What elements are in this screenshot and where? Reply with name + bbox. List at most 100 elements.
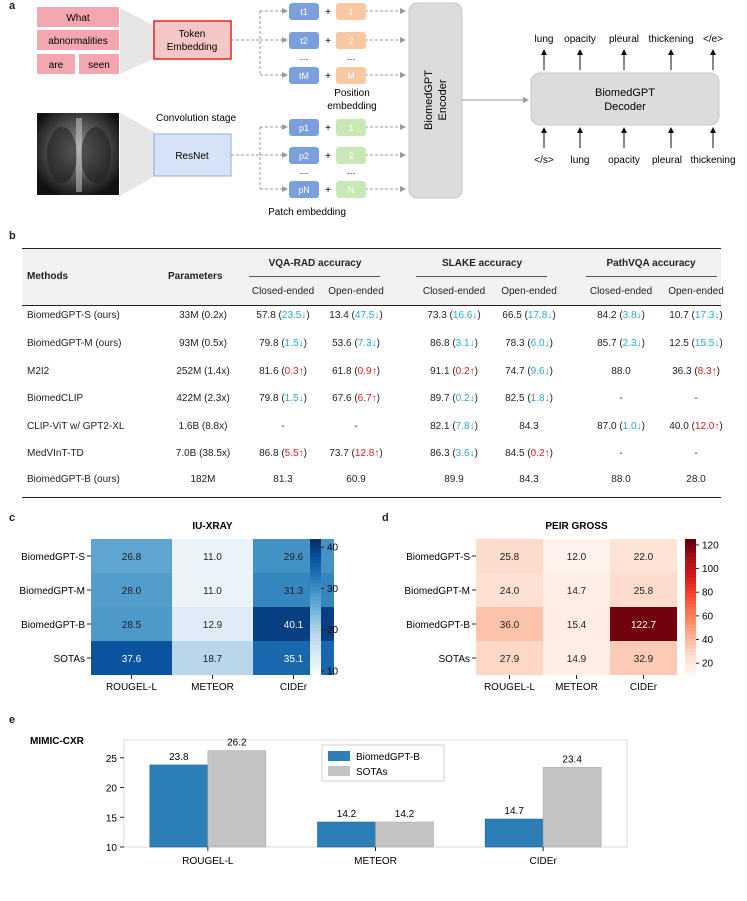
group-rule-1	[249, 276, 380, 277]
colorbar-segment	[310, 590, 321, 594]
patch-box-1	[289, 119, 319, 136]
token-embedding-line2: Embedding	[167, 42, 218, 53]
colorbar-segment	[685, 630, 696, 635]
heatmap-cell-label: 122.7	[631, 620, 656, 631]
table-cell: 84.2 (3.8↓)	[597, 310, 645, 321]
row-method: BiomedCLIP	[27, 393, 84, 404]
word-box-are	[37, 54, 75, 74]
encoder-box	[408, 2, 463, 199]
colorbar-segment	[685, 671, 696, 676]
table-cell: 67.6 (6.7↑)	[332, 393, 380, 404]
bar	[317, 821, 376, 848]
token-embedding-line1: Token	[179, 29, 206, 40]
funnel-top	[120, 8, 155, 74]
heatmap-cell-label: 40.1	[284, 620, 304, 631]
heatmap-cell-label: 32.9	[634, 654, 654, 665]
colorbar-segment	[685, 644, 696, 649]
token-m: tM	[299, 71, 309, 81]
token-embedding-box	[153, 20, 232, 60]
heatmap-cell-label: 28.5	[122, 620, 142, 631]
bar-value-label: 23.8	[169, 752, 189, 763]
row-params: 422M (2.3x)	[176, 393, 230, 404]
table-cell: 10.7 (17.3↓)	[669, 310, 723, 321]
colorbar-segment	[310, 556, 321, 560]
table-cell: 82.5 (1.8↓)	[505, 393, 553, 404]
colorbar-segment	[310, 610, 321, 615]
heatmap-cell	[610, 607, 677, 641]
heatmap-cell-label: 14.9	[567, 654, 587, 665]
colorbar-segment	[310, 586, 321, 591]
plus-3: +	[325, 71, 331, 82]
word-box-seen	[79, 54, 119, 74]
panel-label-c: c	[9, 512, 16, 524]
decoder-input-1: </s>	[534, 155, 554, 166]
table-cell: 53.6 (7.3↓)	[332, 338, 380, 349]
colorbar-segment	[685, 596, 696, 601]
row-method: M2I2	[27, 366, 50, 377]
heatmap-cell-label: 28.0	[122, 586, 142, 597]
colorbar-tick-label: 20	[327, 625, 339, 636]
colorbar-segment	[310, 630, 321, 635]
table-cell: 78.3 (6.0↓)	[505, 338, 553, 349]
colorbar-segment	[685, 586, 696, 591]
token-box-2	[289, 32, 319, 49]
colorbar-segment	[310, 664, 321, 669]
table-cell: 84.3	[519, 421, 539, 432]
colorbar-segment	[310, 607, 321, 611]
colorbar-segment	[685, 552, 696, 557]
heatmap-cell	[610, 539, 677, 573]
subcol-closed-2: Closed-ended	[422, 286, 486, 297]
token-ellipsis: …	[300, 52, 309, 62]
table-cell: 86.8 (5.5↑)	[259, 448, 307, 459]
colorbar-segment	[685, 600, 696, 605]
panel-label-b: b	[9, 230, 16, 242]
heatmap-row-label: BiomedGPT-S	[21, 552, 85, 563]
decoder-box	[530, 72, 720, 126]
heatmap-cell-label: 26.8	[122, 552, 142, 563]
colorbar-segment	[310, 549, 321, 554]
colorbar-segment	[310, 624, 321, 628]
table-cell: 79.8 (1.5↓)	[259, 338, 307, 349]
plus-6: +	[325, 185, 331, 196]
colorbar-segment	[310, 661, 321, 666]
table-cell: 84.3	[519, 474, 539, 485]
colorbar-segment	[685, 556, 696, 560]
row-method: BiomedGPT-M (ours)	[27, 338, 122, 349]
plus-2: +	[325, 36, 331, 47]
table-cell: -	[354, 421, 358, 432]
colorbar-segment	[685, 593, 696, 598]
table-cell: 79.8 (1.5↓)	[259, 393, 307, 404]
plus-1: +	[325, 7, 331, 18]
heatmap-cell	[543, 607, 610, 641]
table-cell: 91.1 (0.2↑)	[430, 366, 478, 377]
colorbar-segment	[310, 613, 321, 618]
colorbar-tick-label: 30	[327, 584, 339, 595]
colorbar-segment	[310, 573, 321, 577]
table-cell: 84.5 (0.2↑)	[505, 448, 553, 459]
table-cell: 61.8 (0.9↑)	[332, 366, 380, 377]
table-cell: 73.7 (12.8↑)	[329, 448, 383, 459]
colorbar-segment	[685, 545, 696, 550]
colorbar-segment	[310, 617, 321, 622]
heatmap-title: PEIR GROSS	[545, 521, 608, 532]
colorbar-segment	[310, 539, 321, 543]
colorbar-segment	[685, 617, 696, 622]
row-params: 1.6B (8.8x)	[178, 421, 228, 432]
colorbar-segment	[685, 668, 696, 673]
subcol-closed-1: Closed-ended	[251, 286, 315, 297]
colorbar-segment	[685, 637, 696, 642]
panel-label-a: a	[9, 0, 16, 12]
heatmap-iu-xray: IU-XRAY BiomedGPT-S 26.8 11.0 29.6 BiomedGPT-…	[20, 521, 339, 693]
decoder-output-1: lung	[535, 34, 554, 45]
heatmap-cell-label: 25.8	[500, 552, 520, 563]
word-box-abnormalities	[37, 30, 119, 50]
funnel-bottom	[120, 113, 155, 196]
legend-swatch	[328, 766, 350, 776]
table-cell: 81.3	[273, 474, 293, 485]
resnet-box	[153, 133, 232, 177]
colorbar-segment	[685, 664, 696, 669]
table-cell: -	[694, 393, 698, 404]
colorbar-segment	[685, 562, 696, 567]
heatmap-peir-gross: PEIR GROSS BiomedGPT-S 25.8 12.0 22.0 BiomedG…	[404, 521, 719, 693]
panel-label-d: d	[382, 512, 389, 524]
